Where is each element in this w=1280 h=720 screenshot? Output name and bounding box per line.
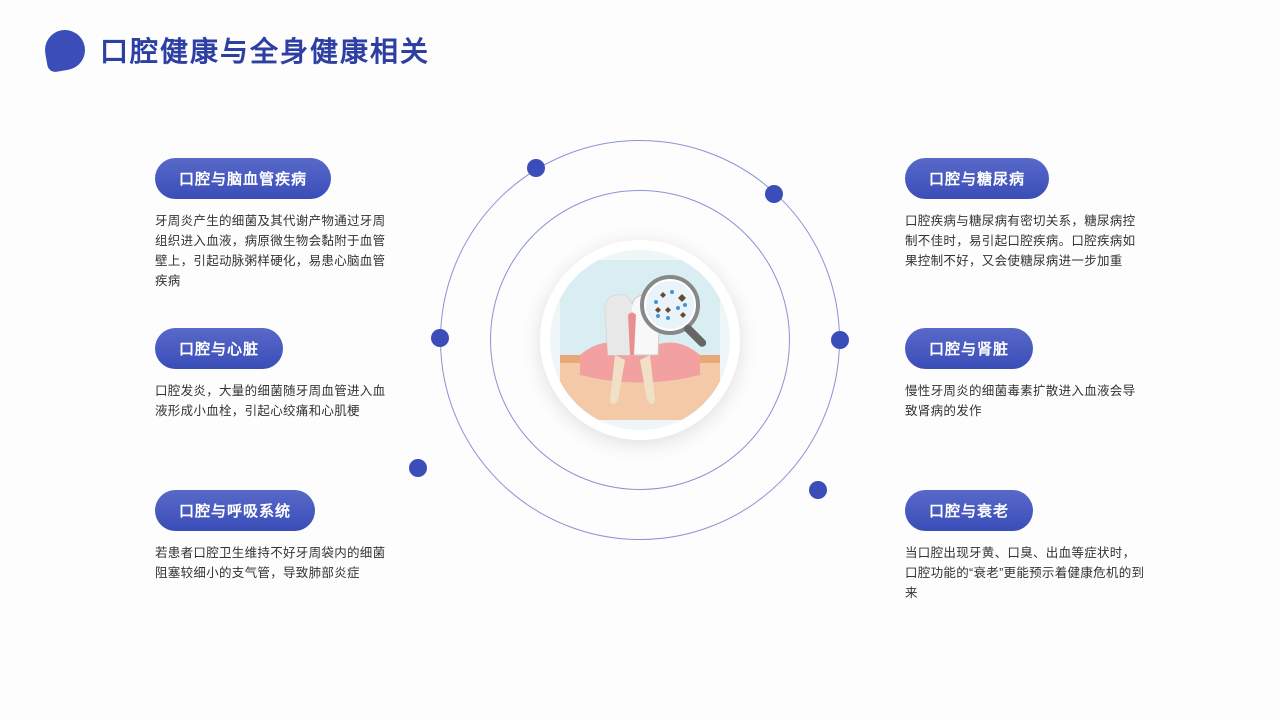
item-desc: 牙周炎产生的细菌及其代谢产物通过牙周组织进入血液，病原微生物会黏附于血管壁上，引… — [155, 211, 395, 291]
connector-dot — [831, 331, 849, 349]
item-heart: 口腔与心脏 口腔发炎，大量的细菌随牙周血管进入血液形成小血栓，引起心绞痛和心肌梗 — [155, 328, 395, 421]
tooth-svg — [560, 260, 720, 420]
item-desc: 当口腔出现牙黄、口臭、出血等症状时，口腔功能的“衰老”更能预示着健康危机的到来 — [905, 543, 1145, 603]
tooth-illustration — [550, 250, 730, 430]
slide-header: 口腔健康与全身健康相关 — [45, 30, 430, 70]
connector-dot — [527, 159, 545, 177]
item-kidney: 口腔与肾脏 慢性牙周炎的细菌毒素扩散进入血液会导致肾病的发作 — [905, 328, 1145, 421]
item-label: 口腔与糖尿病 — [905, 158, 1049, 199]
slide-title: 口腔健康与全身健康相关 — [100, 30, 430, 70]
item-label: 口腔与心脏 — [155, 328, 283, 369]
item-brain-vascular: 口腔与脑血管疾病 牙周炎产生的细菌及其代谢产物通过牙周组织进入血液，病原微生物会… — [155, 158, 395, 291]
item-respiratory: 口腔与呼吸系统 若患者口腔卫生维持不好牙周袋内的细菌阻塞较细小的支气管，导致肺部… — [155, 490, 395, 583]
connector-dot — [431, 329, 449, 347]
droplet-icon — [42, 27, 88, 73]
item-label: 口腔与脑血管疾病 — [155, 158, 331, 199]
connector-dot — [409, 459, 427, 477]
item-label: 口腔与呼吸系统 — [155, 490, 315, 531]
item-aging: 口腔与衰老 当口腔出现牙黄、口臭、出血等症状时，口腔功能的“衰老”更能预示着健康… — [905, 490, 1145, 603]
connector-dot — [765, 185, 783, 203]
item-desc: 慢性牙周炎的细菌毒素扩散进入血液会导致肾病的发作 — [905, 381, 1145, 421]
item-desc: 口腔疾病与糖尿病有密切关系，糖尿病控制不佳时，易引起口腔疾病。口腔疾病如果控制不… — [905, 211, 1145, 271]
connector-dot — [809, 481, 827, 499]
item-desc: 口腔发炎，大量的细菌随牙周血管进入血液形成小血栓，引起心绞痛和心肌梗 — [155, 381, 395, 421]
item-desc: 若患者口腔卫生维持不好牙周袋内的细菌阻塞较细小的支气管，导致肺部炎症 — [155, 543, 395, 583]
item-label: 口腔与肾脏 — [905, 328, 1033, 369]
item-diabetes: 口腔与糖尿病 口腔疾病与糖尿病有密切关系，糖尿病控制不佳时，易引起口腔疾病。口腔… — [905, 158, 1145, 271]
item-label: 口腔与衰老 — [905, 490, 1033, 531]
